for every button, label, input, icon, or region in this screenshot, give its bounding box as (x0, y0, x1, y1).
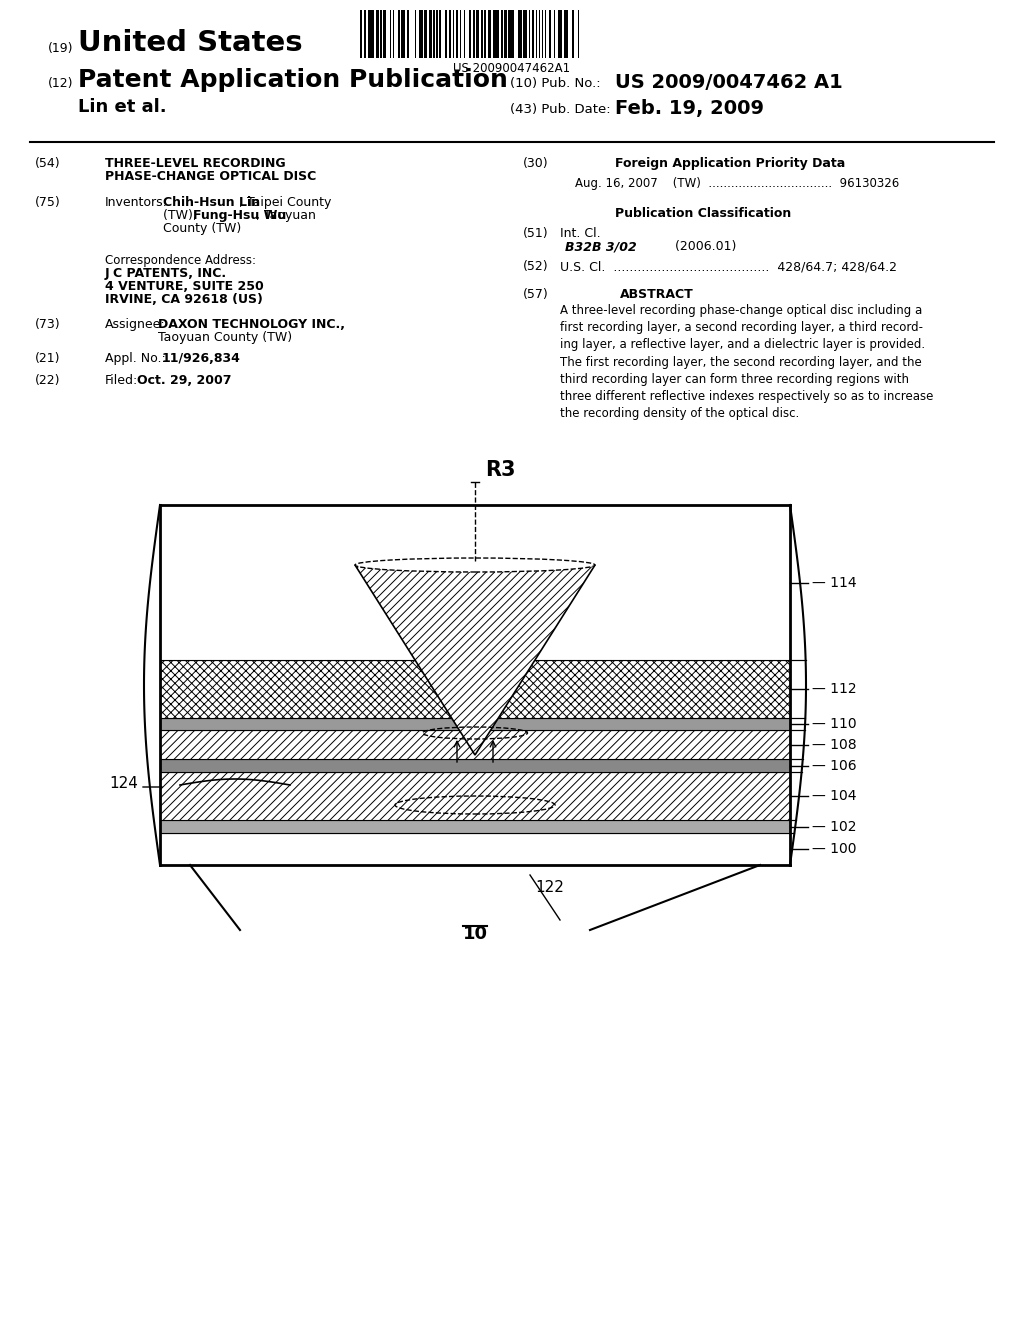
Text: (TW);: (TW); (163, 209, 201, 222)
Text: 122: 122 (535, 880, 564, 895)
Text: (54): (54) (35, 157, 60, 170)
Text: — 104: — 104 (812, 789, 856, 803)
Text: Inventors:: Inventors: (105, 195, 168, 209)
Bar (160, 772, 790, 820)
Text: (43) Pub. Date:: (43) Pub. Date: (510, 103, 610, 116)
Text: — 112: — 112 (812, 682, 857, 696)
Text: US 2009/0047462 A1: US 2009/0047462 A1 (615, 73, 843, 92)
Text: Feb. 19, 2009: Feb. 19, 2009 (615, 99, 764, 117)
Bar (160, 833, 790, 865)
Text: 124: 124 (110, 776, 138, 792)
Text: Aug. 16, 2007    (TW)  .................................  96130326: Aug. 16, 2007 (TW) .....................… (575, 177, 899, 190)
Text: Lin et al.: Lin et al. (78, 98, 167, 116)
Text: (73): (73) (35, 318, 60, 331)
Text: Taoyuan County (TW): Taoyuan County (TW) (158, 331, 292, 345)
Text: Publication Classification: Publication Classification (615, 207, 792, 220)
Text: (30): (30) (523, 157, 549, 170)
Text: Appl. No.:: Appl. No.: (105, 352, 166, 366)
Text: (21): (21) (35, 352, 60, 366)
Text: (19): (19) (48, 42, 74, 55)
Text: U.S. Cl.  .......................................  428/64.7; 428/64.2: U.S. Cl. ...............................… (560, 260, 897, 273)
Text: (12): (12) (48, 77, 74, 90)
Text: THREE-LEVEL RECORDING: THREE-LEVEL RECORDING (105, 157, 286, 170)
Text: A three-level recording phase-change optical disc including a
first recording la: A three-level recording phase-change opt… (560, 304, 933, 420)
Text: United States: United States (78, 29, 303, 57)
Text: 10: 10 (463, 925, 487, 942)
Text: (57): (57) (523, 288, 549, 301)
Bar (160, 730, 790, 759)
Text: R3: R3 (485, 459, 515, 480)
Text: Foreign Application Priority Data: Foreign Application Priority Data (615, 157, 845, 170)
Text: — 106: — 106 (812, 759, 857, 774)
Bar (160, 660, 790, 718)
Text: Assignee:: Assignee: (105, 318, 166, 331)
Text: (2006.01): (2006.01) (635, 240, 736, 253)
Text: 11/926,834: 11/926,834 (162, 352, 241, 366)
Text: US 20090047462A1: US 20090047462A1 (454, 62, 570, 75)
Text: — 114: — 114 (812, 576, 857, 590)
Text: Fung-Hsu Wu: Fung-Hsu Wu (193, 209, 287, 222)
Text: — 100: — 100 (812, 842, 856, 855)
Text: 4 VENTURE, SUITE 250: 4 VENTURE, SUITE 250 (105, 280, 264, 293)
Text: , Taipei County: , Taipei County (239, 195, 332, 209)
Text: , Taoyuan: , Taoyuan (256, 209, 315, 222)
Text: Oct. 29, 2007: Oct. 29, 2007 (137, 374, 231, 387)
Bar (160, 820, 790, 833)
Text: Int. Cl.: Int. Cl. (560, 227, 601, 240)
Ellipse shape (355, 558, 595, 572)
Text: County (TW): County (TW) (163, 222, 242, 235)
Text: IRVINE, CA 92618 (US): IRVINE, CA 92618 (US) (105, 293, 263, 306)
Text: Filed:: Filed: (105, 374, 138, 387)
Text: DAXON TECHNOLOGY INC.,: DAXON TECHNOLOGY INC., (158, 318, 345, 331)
Text: Chih-Hsun Lin: Chih-Hsun Lin (163, 195, 260, 209)
Text: PHASE-CHANGE OPTICAL DISC: PHASE-CHANGE OPTICAL DISC (105, 170, 316, 183)
Text: — 102: — 102 (812, 820, 856, 834)
Text: — 108: — 108 (812, 738, 857, 752)
Polygon shape (355, 565, 595, 755)
Bar (160, 506, 790, 660)
Text: Patent Application Publication: Patent Application Publication (78, 69, 508, 92)
Text: ABSTRACT: ABSTRACT (620, 288, 693, 301)
Bar (160, 506, 790, 865)
Text: (10) Pub. No.:: (10) Pub. No.: (510, 77, 601, 90)
Text: (52): (52) (523, 260, 549, 273)
Text: (75): (75) (35, 195, 60, 209)
Bar (160, 718, 790, 730)
Text: J C PATENTS, INC.: J C PATENTS, INC. (105, 267, 227, 280)
Bar (160, 759, 790, 772)
Text: — 110: — 110 (812, 717, 857, 731)
Text: B32B 3/02: B32B 3/02 (565, 240, 637, 253)
Text: (51): (51) (523, 227, 549, 240)
Text: (22): (22) (35, 374, 60, 387)
Text: Correspondence Address:: Correspondence Address: (105, 253, 256, 267)
